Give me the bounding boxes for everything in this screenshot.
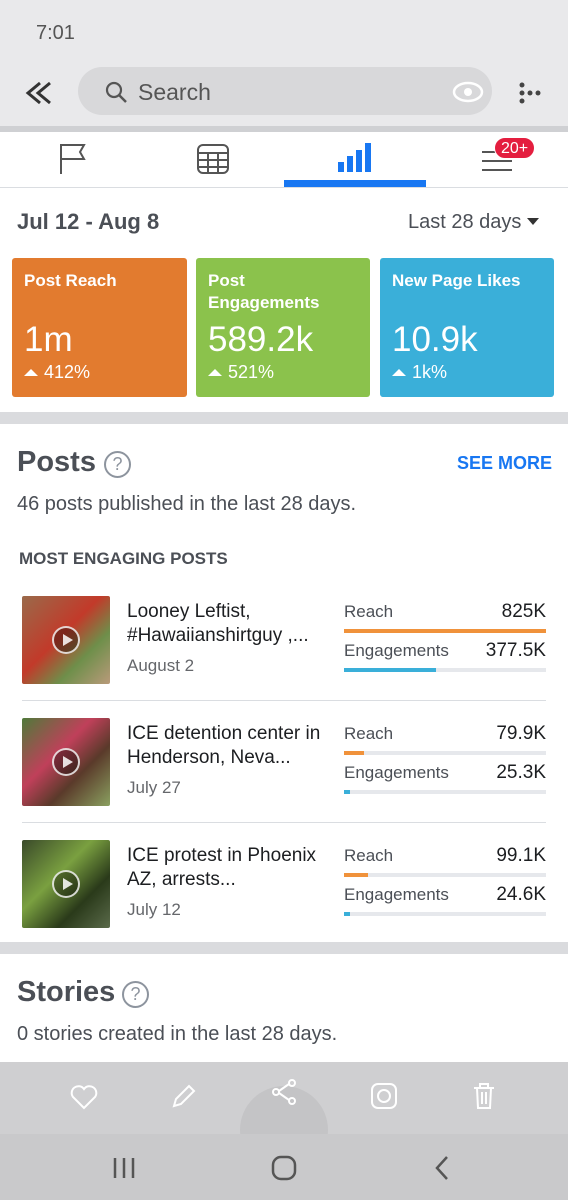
search-placeholder: Search [138, 79, 211, 105]
post-row[interactable]: ICE detention center in Henderson, Neva.… [0, 718, 568, 808]
stories-subtitle: 0 stories created in the last 28 days. [17, 1023, 338, 1045]
reach-bar [344, 873, 369, 877]
reach-label: Reach [344, 724, 394, 743]
post-row[interactable]: ICE protest in Phoenix AZ, arrests... Jul… [0, 840, 568, 930]
post-title: ICE detention center in Henderson, Neva.… [127, 723, 321, 768]
engagements-bar [344, 912, 351, 916]
reach-track [344, 873, 546, 877]
engagements-label: Engagements [344, 641, 449, 660]
help-icon[interactable]: ? [104, 451, 131, 478]
divider [0, 126, 568, 132]
post-row[interactable]: Looney Leftist, #Hawaiianshirtguy ,... Au… [0, 596, 568, 686]
card-value: 1m [24, 320, 73, 359]
delete-button[interactable] [472, 1082, 496, 1110]
post-thumbnail [22, 596, 110, 684]
post-thumbnail [22, 718, 110, 806]
reach-bar [344, 629, 546, 633]
nav-bar [0, 1134, 568, 1200]
post-title: ICE protest in Phoenix AZ, arrests... [127, 845, 317, 890]
instagram-button[interactable] [370, 1082, 398, 1110]
tab-indicator [284, 180, 426, 187]
post-thumbnail [22, 840, 110, 928]
share-button[interactable] [270, 1078, 298, 1106]
section-gap [0, 942, 568, 954]
play-icon [52, 748, 80, 776]
engagements-bar [344, 668, 437, 672]
engagements-value: 377.5K [485, 640, 546, 661]
bottom-toolbar [0, 1062, 568, 1174]
card-value: 589.2k [208, 320, 314, 359]
engagements-label: Engagements [344, 885, 449, 904]
engagements-value: 25.3K [496, 762, 546, 783]
notification-badge: 20+ [494, 137, 536, 159]
reach-label: Reach [344, 846, 394, 865]
play-icon [52, 870, 80, 898]
tab-insights[interactable] [336, 140, 374, 174]
section-gap [0, 412, 568, 424]
posts-title: Posts [17, 446, 96, 478]
reach-track [344, 629, 546, 633]
engagements-value: 24.6K [496, 884, 546, 905]
post-title: Looney Leftist, #Hawaiianshirtguy ,... [127, 601, 309, 646]
period-selector[interactable]: Last 28 days [408, 211, 540, 234]
card-title: Post Reach [24, 271, 117, 290]
card-change: 1k% [392, 362, 447, 383]
see-more-link[interactable]: SEE MORE [456, 453, 552, 473]
posts-subtitle: 46 posts published in the last 28 days. [17, 493, 357, 515]
reach-track [344, 751, 546, 755]
reach-value: 79.9K [496, 723, 546, 744]
metric-card[interactable]: Post Engagements 589.2k 521% [196, 258, 370, 397]
tab-content[interactable] [196, 142, 230, 176]
like-button[interactable] [70, 1084, 98, 1110]
reach-bar [344, 751, 364, 755]
post-date: July 12 [127, 900, 181, 919]
home-button[interactable] [270, 1154, 298, 1182]
back-nav-button[interactable] [432, 1154, 452, 1182]
engagements-track [344, 790, 546, 794]
back-button[interactable] [24, 80, 54, 106]
card-change: 412% [24, 362, 90, 383]
engagements-track [344, 668, 546, 672]
section-label: MOST ENGAGING POSTS [19, 549, 228, 568]
card-title: Post Engagements [208, 271, 320, 312]
engagements-label: Engagements [344, 763, 449, 782]
reach-label: Reach [344, 602, 394, 621]
card-change: 521% [208, 362, 274, 383]
status-bar: 7:01 [0, 0, 568, 62]
engagements-track [344, 912, 546, 916]
period-label: Last 28 days [408, 211, 522, 233]
post-date: August 2 [127, 656, 195, 675]
post-date: July 27 [127, 778, 181, 797]
row-separator [22, 822, 546, 823]
help-icon[interactable]: ? [122, 981, 149, 1008]
time: 7:01 [36, 22, 75, 44]
reach-value: 825K [501, 601, 546, 622]
tab-bar: 20+ [0, 132, 568, 188]
search-box[interactable]: Search [78, 67, 492, 115]
play-icon [52, 626, 80, 654]
edit-button[interactable] [170, 1082, 196, 1110]
engagements-bar [344, 790, 351, 794]
row-separator [22, 700, 546, 701]
search-icon [105, 81, 127, 103]
stories-title: Stories [17, 976, 116, 1008]
metric-card[interactable]: New Page Likes 10.9k 1k% [380, 258, 554, 397]
card-title: New Page Likes [392, 271, 521, 290]
eye-icon[interactable] [452, 81, 484, 103]
metric-card[interactable]: Post Reach 1m 412% [12, 258, 187, 397]
more-button[interactable] [516, 80, 544, 106]
toolbar: Search [0, 62, 568, 126]
card-value: 10.9k [392, 320, 478, 359]
recents-button[interactable] [112, 1156, 136, 1180]
date-range: Jul 12 - Aug 8 [17, 209, 160, 234]
tab-page[interactable] [58, 142, 88, 176]
reach-value: 99.1K [496, 845, 546, 866]
